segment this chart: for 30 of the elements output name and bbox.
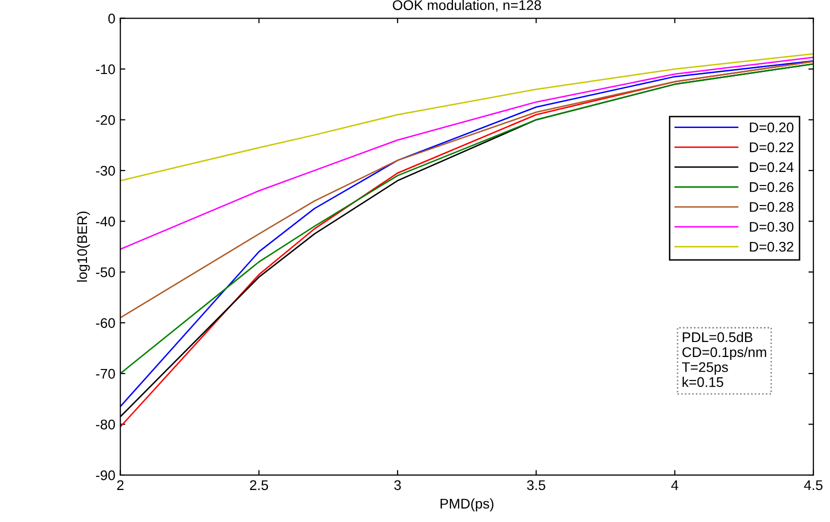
x-tick-label: 4 <box>671 480 678 490</box>
annotation: PDL=0.5dB CD=0.1ps/nm T=25ps k=0.15 <box>682 332 766 387</box>
legend-label: D=0.20 <box>750 122 794 132</box>
y-tick-label: -20 <box>96 115 115 125</box>
legend-label: D=0.28 <box>750 202 794 212</box>
x-axis-title: PMD(ps) <box>440 498 494 512</box>
x-tick-label: 2 <box>117 480 124 490</box>
line-series <box>120 53 814 182</box>
legend-label: D=0.32 <box>750 242 794 252</box>
y-tick-label: -60 <box>96 318 115 328</box>
y-tick-label: -90 <box>96 470 115 480</box>
y-tick-label: -40 <box>96 216 115 226</box>
x-tick-label: 3 <box>394 480 401 490</box>
y-axis-title: log10(BER) <box>76 212 90 282</box>
x-tick-label: 4.5 <box>804 480 822 490</box>
y-tick-label: -10 <box>96 64 115 74</box>
y-tick-label: -70 <box>96 368 115 379</box>
legend-label: D=0.30 <box>750 222 794 232</box>
y-tick-label: 0 <box>108 14 115 24</box>
legend-label: D=0.22 <box>750 142 794 152</box>
legend-label: D=0.24 <box>750 162 794 172</box>
chart-title: OOK modulation, n=128 <box>392 0 541 12</box>
y-tick-label: -80 <box>96 420 115 430</box>
y-tick-label: -30 <box>96 166 115 176</box>
x-tick-label: 2.5 <box>250 480 268 490</box>
y-tick-label: -50 <box>96 267 115 278</box>
x-tick-label: 3.5 <box>527 480 546 490</box>
legend-label: D=0.26 <box>750 182 794 192</box>
line-series <box>120 60 814 318</box>
line-series <box>120 56 814 250</box>
